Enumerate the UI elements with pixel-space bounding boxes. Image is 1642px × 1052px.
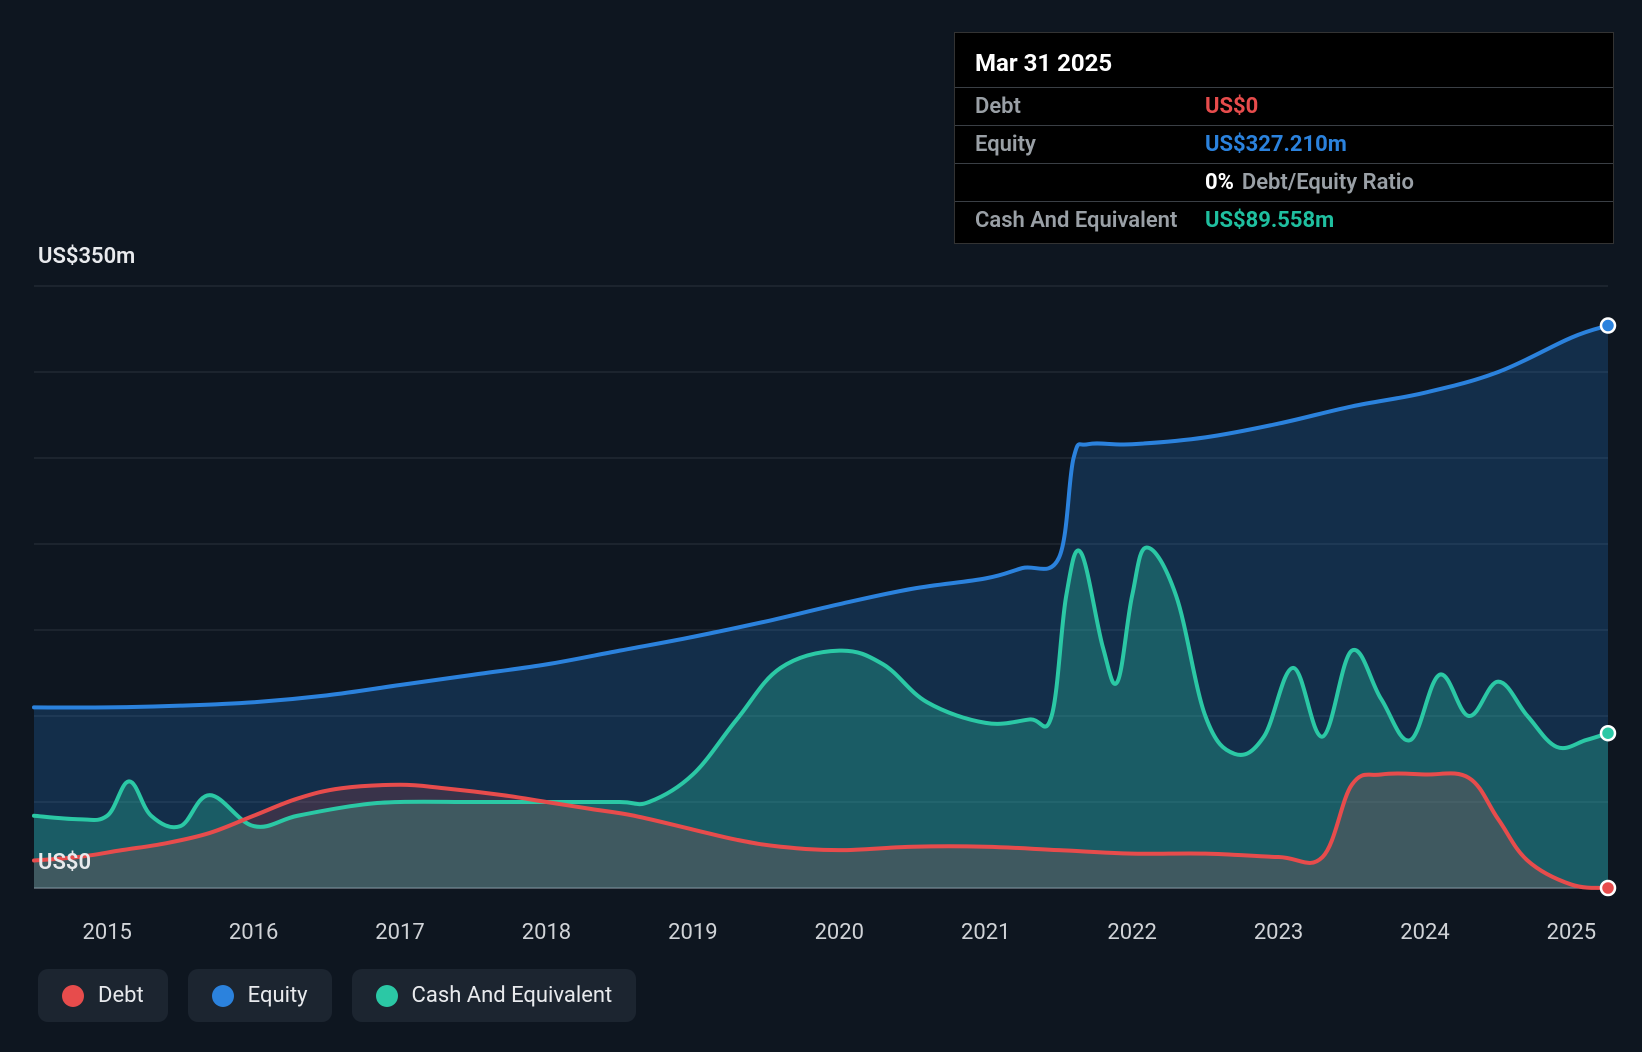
x-axis-tick-label: 2022 — [1107, 920, 1156, 945]
data-tooltip: Mar 31 2025 Debt US$0 Equity US$327.210m… — [954, 32, 1614, 244]
tooltip-row-debt: Debt US$0 — [955, 87, 1613, 125]
tooltip-label: Equity — [975, 132, 1205, 157]
tooltip-value: US$327.210m — [1205, 132, 1347, 157]
x-axis-tick-label: 2023 — [1254, 920, 1303, 945]
legend-item-cash[interactable]: Cash And Equivalent — [352, 969, 637, 1022]
legend-dot-icon — [212, 985, 234, 1007]
legend-label: Cash And Equivalent — [412, 983, 613, 1008]
x-axis-tick-label: 2015 — [82, 920, 131, 945]
y-axis-zero-label: US$0 — [38, 850, 91, 875]
legend-dot-icon — [62, 985, 84, 1007]
tooltip-label: Cash And Equivalent — [975, 208, 1205, 233]
x-axis-tick-label: 2016 — [229, 920, 278, 945]
x-axis-tick-label: 2025 — [1547, 920, 1596, 945]
tooltip-value: US$0 — [1205, 94, 1258, 119]
financial-chart: US$350m US$0 2015 2016 2017 2018 2019 2020 202… — [0, 0, 1642, 1052]
x-axis-tick-label: 2021 — [961, 920, 1010, 945]
tooltip-row-cash: Cash And Equivalent US$89.558m — [955, 201, 1613, 239]
tooltip-ratio-label: Debt/Equity Ratio — [1242, 170, 1414, 195]
tooltip-value: US$89.558m — [1205, 208, 1334, 233]
legend-item-debt[interactable]: Debt — [38, 969, 168, 1022]
tooltip-row-ratio: 0% Debt/Equity Ratio — [955, 163, 1613, 201]
legend-label: Debt — [98, 983, 144, 1008]
x-axis-tick-label: 2020 — [815, 920, 864, 945]
tooltip-date: Mar 31 2025 — [955, 49, 1613, 87]
tooltip-ratio-value: 0% — [1205, 170, 1234, 195]
x-axis-tick-label: 2019 — [668, 920, 717, 945]
tooltip-label: Debt — [975, 94, 1205, 119]
x-axis-tick-label: 2017 — [375, 920, 424, 945]
tooltip-row-equity: Equity US$327.210m — [955, 125, 1613, 163]
x-axis-tick-label: 2018 — [522, 920, 571, 945]
y-axis-max-label: US$350m — [38, 244, 135, 269]
x-axis-tick-label: 2024 — [1400, 920, 1449, 945]
legend-label: Equity — [248, 983, 308, 1008]
legend-dot-icon — [376, 985, 398, 1007]
chart-legend: Debt Equity Cash And Equivalent — [38, 969, 636, 1022]
legend-item-equity[interactable]: Equity — [188, 969, 332, 1022]
